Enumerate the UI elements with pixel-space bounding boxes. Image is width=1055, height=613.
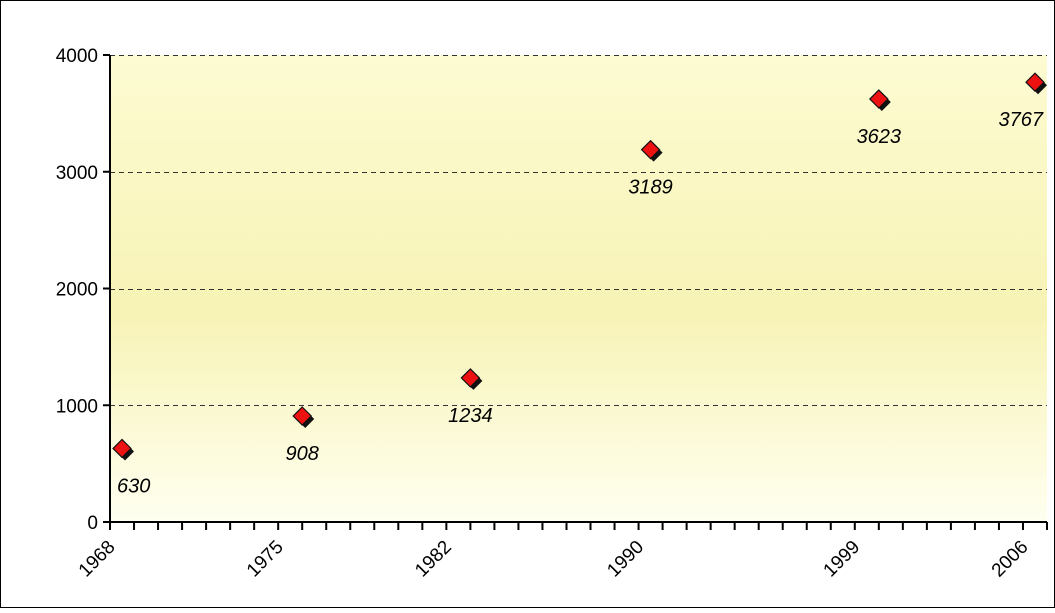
axes	[103, 54, 1048, 530]
data-points	[112, 72, 1047, 461]
data-point	[1025, 72, 1045, 93]
plot-area	[110, 55, 1047, 522]
data-point	[112, 438, 132, 459]
data-label: 3767	[998, 109, 1043, 131]
data-label: 1234	[448, 405, 493, 427]
gridlines	[110, 55, 1047, 406]
y-tick-label: 2000	[56, 280, 98, 301]
y-tick-label: 4000	[56, 46, 98, 67]
data-point	[292, 406, 313, 426]
data-label: 630	[117, 475, 150, 497]
data-point	[868, 89, 889, 109]
data-point	[640, 139, 661, 160]
data-label: 3623	[857, 126, 902, 148]
y-tick-label: 1000	[56, 396, 98, 417]
data-label: 3189	[628, 177, 673, 199]
data-label: 908	[286, 443, 319, 465]
data-labels: 630 908 1234 3189 3623 3767	[117, 109, 1044, 497]
y-tick-label: 0	[87, 513, 98, 534]
data-point	[460, 368, 481, 388]
y-tick-label: 3000	[56, 163, 98, 184]
